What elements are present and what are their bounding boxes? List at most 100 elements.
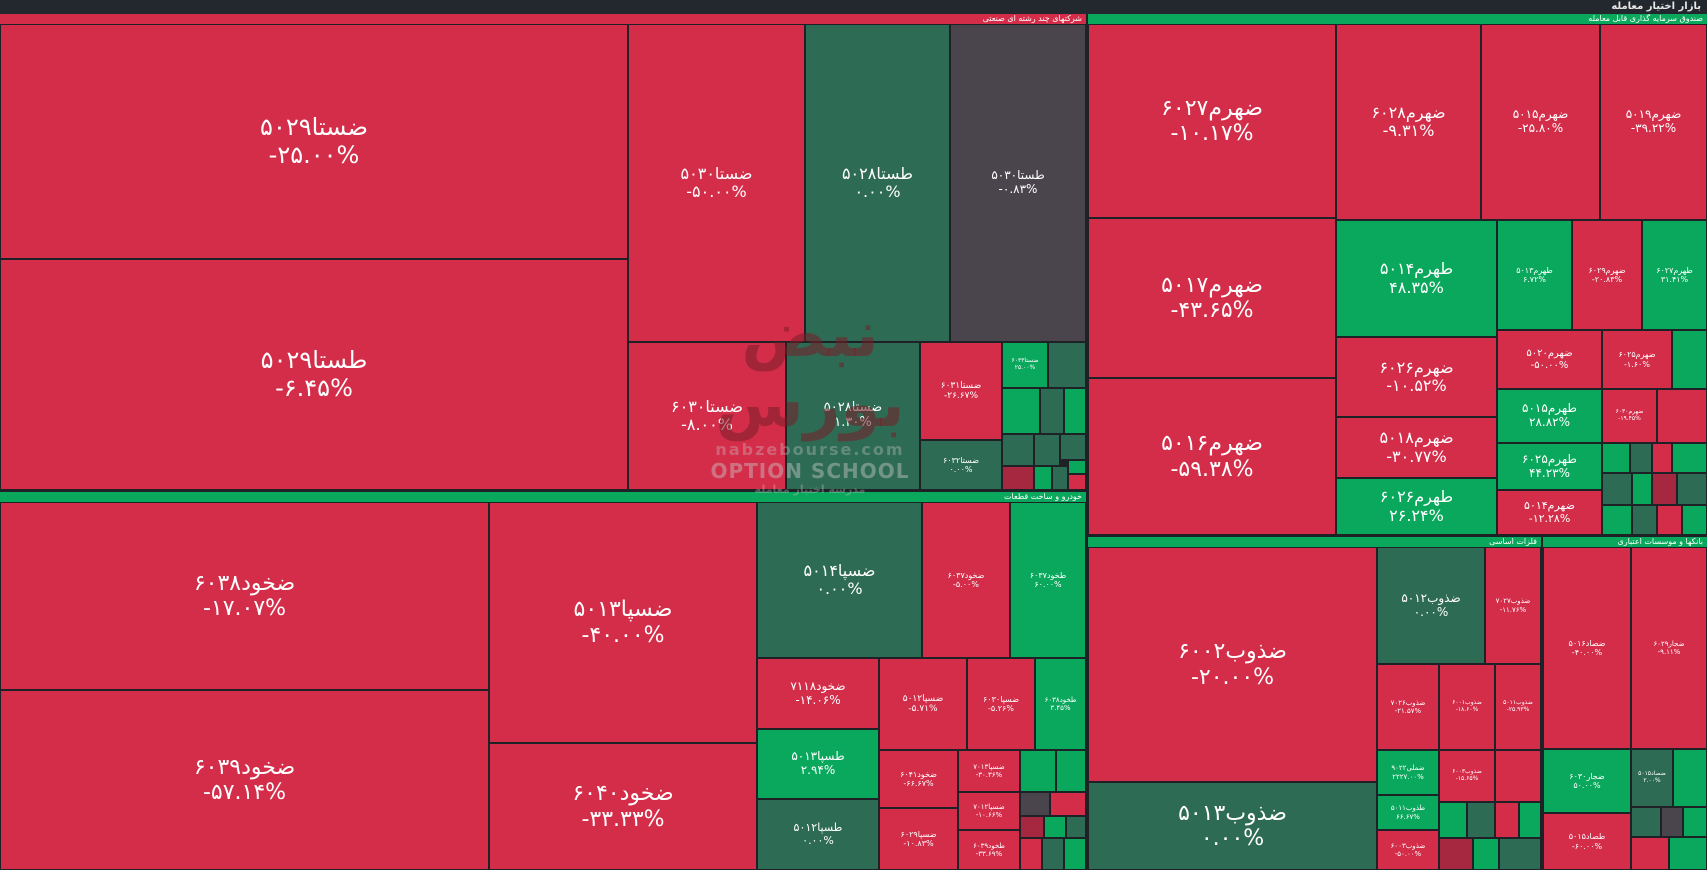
treemap-tile[interactable]: [1602, 505, 1632, 535]
treemap-tile[interactable]: ضصاد۵۰۱۶ -۴۰.۰۰%: [1543, 547, 1631, 749]
treemap-tile[interactable]: طسپا۵۰۱۳ ۲.۹۴%: [757, 729, 879, 799]
treemap-tile[interactable]: ضخود۶۰۴۰ -۳۳.۳۳%: [489, 743, 757, 870]
treemap-tile[interactable]: طذوب۵۰۱۱ ۶۶.۶۷%: [1377, 795, 1439, 830]
treemap-tile[interactable]: ضذوب۵۰۱۲ ۰.۰۰%: [1377, 547, 1485, 664]
treemap-tile[interactable]: [1439, 838, 1473, 870]
treemap-tile[interactable]: طسپا۵۰۱۲ ۰.۰۰%: [757, 799, 879, 870]
treemap-tile[interactable]: ضستا۵۰۲۸ ۱.۳۰%: [786, 342, 920, 490]
treemap-tile[interactable]: ضسپا۶۰۲۹ -۱۰.۸۳%: [879, 808, 958, 870]
treemap-tile[interactable]: [1056, 750, 1086, 792]
treemap-tile[interactable]: [1682, 505, 1707, 535]
treemap-tile[interactable]: ضخود۶۰۳۷ -۵.۰۰%: [922, 502, 1010, 658]
treemap-tile[interactable]: [1661, 807, 1683, 837]
treemap-tile[interactable]: ضهرم۵۰۱۶ -۵۹.۳۸%: [1088, 378, 1336, 535]
treemap-tile[interactable]: [1602, 473, 1632, 505]
treemap-tile[interactable]: [1439, 802, 1467, 838]
treemap-tile[interactable]: ضستا۵۰۳۰ -۵۰.۰۰%: [628, 24, 805, 342]
treemap-tile[interactable]: ضذوب۷۰۲۷ -۱۱.۷۶%: [1485, 547, 1541, 664]
treemap-tile[interactable]: طستا۵۰۲۹ -۶.۴۵%: [0, 259, 628, 490]
treemap-tile[interactable]: طخود۶۰۳۹ -۳۳.۶۹%: [958, 830, 1020, 870]
treemap-tile[interactable]: ضستا۶۰۳۱ -۲۶.۶۷%: [920, 342, 1002, 440]
treemap-tile[interactable]: طخود۶۰۳۷ ۶۰.۰۰%: [1010, 502, 1086, 658]
treemap-tile[interactable]: [1652, 473, 1677, 505]
treemap-tile[interactable]: [1050, 792, 1086, 816]
treemap-tile[interactable]: [1657, 389, 1707, 443]
treemap-tile[interactable]: ضملی۹۰۲۲ ۲۲۲۷.۰۰%: [1377, 750, 1439, 795]
treemap-tile[interactable]: ضخود۶۰۳۸ -۱۷.۰۷%: [0, 502, 489, 690]
treemap-tile[interactable]: طخود۶۰۳۸ ۳.۴۵%: [1035, 658, 1086, 750]
treemap-tile[interactable]: ضسپا۷۰۱۳ -۳۰.۳۶%: [958, 750, 1020, 792]
treemap-tile[interactable]: ضهرم۶۰۲۸ -۹.۳۱%: [1336, 24, 1481, 220]
treemap-tile[interactable]: [1495, 750, 1541, 802]
treemap-tile[interactable]: ضذوب۶۰۰۱ -۱۸.۶۰%: [1439, 664, 1495, 750]
treemap-tile[interactable]: ضهرم۵۰۱۵ -۲۵.۸۰%: [1481, 24, 1600, 220]
treemap-tile[interactable]: [1020, 816, 1044, 838]
treemap-tile[interactable]: [1672, 443, 1707, 473]
treemap-tile[interactable]: [1652, 443, 1672, 473]
treemap-tile[interactable]: [1060, 434, 1086, 460]
treemap-tile[interactable]: ضسپا۵۰۱۲ -۵.۷۱%: [879, 658, 967, 750]
treemap-tile[interactable]: [1044, 816, 1066, 838]
treemap-tile[interactable]: ضذوب۶۰۰۳ -۱۵.۶۵%: [1439, 750, 1495, 802]
treemap-tile[interactable]: [1034, 466, 1052, 490]
treemap-tile[interactable]: ضهرم۶۰۳۰ -۱۹.۴۵%: [1602, 389, 1657, 443]
treemap-tile[interactable]: طهرم۵۰۱۳ ۶.۷۲%: [1497, 220, 1572, 330]
treemap-tile[interactable]: [1683, 807, 1707, 837]
treemap-tile[interactable]: ضخود۶۰۳۹ -۵۷.۱۴%: [0, 690, 489, 870]
treemap-tile[interactable]: ضسپا۷۰۱۲ -۱۰.۶۶%: [958, 792, 1020, 830]
treemap-tile[interactable]: [1677, 473, 1707, 505]
treemap-tile[interactable]: [1673, 749, 1707, 807]
treemap-tile[interactable]: [1630, 443, 1652, 473]
treemap-tile[interactable]: طهرم۵۰۱۵ ۲۸.۸۲%: [1497, 389, 1602, 443]
treemap-tile[interactable]: طهرم۶۰۲۶ ۲۶.۲۴%: [1336, 478, 1497, 535]
treemap-tile[interactable]: [1632, 505, 1657, 535]
treemap-tile[interactable]: طهرم۵۰۱۴ ۴۸.۳۵%: [1336, 220, 1497, 337]
treemap-tile[interactable]: [1632, 473, 1652, 505]
treemap-tile[interactable]: [1066, 816, 1086, 838]
treemap-tile[interactable]: ضذوب۵۰۱۳ ۰.۰۰%: [1088, 782, 1377, 870]
treemap-tile[interactable]: [1002, 388, 1040, 434]
treemap-tile[interactable]: [1519, 802, 1541, 838]
treemap-tile[interactable]: [1040, 388, 1064, 434]
treemap-tile[interactable]: ضسپا۵۰۱۳ -۴۰.۰۰%: [489, 502, 757, 743]
treemap-tile[interactable]: [1467, 802, 1495, 838]
treemap-tile[interactable]: [1631, 807, 1661, 837]
treemap-tile[interactable]: ضهرم۶۰۲۵ -۱.۶۰%: [1602, 330, 1672, 389]
treemap-tile[interactable]: [1048, 342, 1086, 388]
treemap-tile[interactable]: [1020, 792, 1050, 816]
treemap-tile[interactable]: [1064, 388, 1086, 434]
treemap-tile[interactable]: طستا۵۰۳۰ -۰.۸۳%: [950, 24, 1086, 342]
treemap-tile[interactable]: ضذوب۷۰۲۶ -۲۱.۵۷%: [1377, 664, 1439, 750]
treemap-tile[interactable]: [1473, 838, 1499, 870]
treemap-tile[interactable]: [1068, 474, 1086, 490]
treemap-tile[interactable]: [1042, 838, 1064, 870]
treemap-tile[interactable]: [1495, 802, 1519, 838]
treemap-tile[interactable]: طهرم۶۰۲۵ ۴۴.۲۳%: [1497, 443, 1602, 490]
treemap-tile[interactable]: [1672, 330, 1707, 389]
treemap-tile[interactable]: ضسپا۵۰۱۴ ۰.۰۰%: [757, 502, 922, 658]
treemap-tile[interactable]: طصاد۵۰۱۵ -۶۰.۰۰%: [1543, 813, 1631, 870]
treemap-tile[interactable]: [1052, 466, 1068, 490]
treemap-tile[interactable]: ضستا۶۰۳۲ ۰.۰۰%: [920, 440, 1002, 490]
treemap-tile[interactable]: ضخود۶۰۴۱ -۶۶.۶۷%: [879, 750, 958, 808]
treemap-tile[interactable]: ضجار۶۰۲۹ -۹.۱۱%: [1631, 547, 1707, 749]
treemap-tile[interactable]: ضصاد۵۰۱۵ ۲.۰۰%: [1631, 749, 1673, 807]
treemap-tile[interactable]: طستا۵۰۲۸ ۰.۰۰%: [805, 24, 950, 342]
treemap-tile[interactable]: ضهرم۵۰۱۴ -۱۲.۲۸%: [1497, 490, 1602, 535]
treemap-tile[interactable]: [1020, 838, 1042, 870]
treemap-tile[interactable]: [1657, 505, 1682, 535]
treemap-tile[interactable]: ضهرم۵۰۱۸ -۳۰.۷۷%: [1336, 417, 1497, 478]
treemap-tile[interactable]: [1631, 837, 1669, 870]
treemap-tile[interactable]: [1602, 443, 1630, 473]
treemap-tile[interactable]: ضستا۶۰۳۳ ۲۵.۰۰%: [1002, 342, 1048, 388]
treemap-tile[interactable]: ضهرم۵۰۱۷ -۴۳.۶۵%: [1088, 218, 1336, 378]
treemap-tile[interactable]: ضهرم۵۰۲۰ -۵۰.۰۰%: [1497, 330, 1602, 389]
treemap-tile[interactable]: [1034, 434, 1060, 466]
treemap-tile[interactable]: ضهرم۶۰۲۹ -۲۰.۸۳%: [1572, 220, 1642, 330]
treemap-tile[interactable]: ضهرم۵۰۱۹ -۳۹.۲۲%: [1600, 24, 1707, 220]
treemap-tile[interactable]: ضهرم۶۰۲۷ -۱۰.۱۷%: [1088, 24, 1336, 218]
treemap-tile[interactable]: [1002, 434, 1034, 466]
treemap-tile[interactable]: طهرم۶۰۲۷ ۳۱.۴۱%: [1642, 220, 1707, 330]
treemap-tile[interactable]: ضستا۶۰۳۰ -۸.۰۰%: [628, 342, 786, 490]
treemap-tile[interactable]: [1669, 837, 1707, 870]
